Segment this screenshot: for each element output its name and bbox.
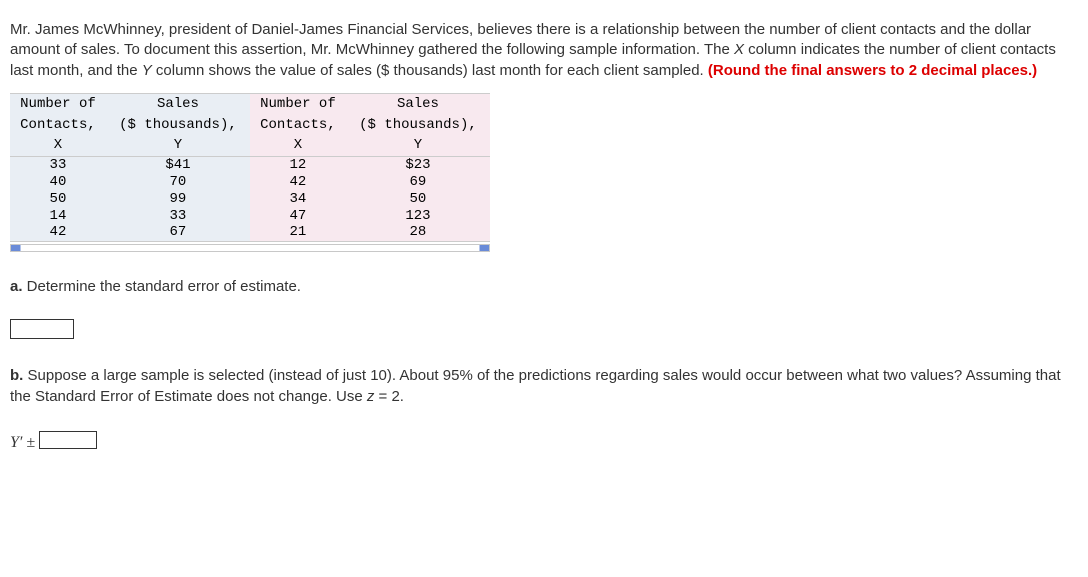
intro-text-c: column shows the value of sales ($ thous… xyxy=(152,62,708,79)
cell: 123 xyxy=(346,208,490,225)
table-row: 40 70 42 69 xyxy=(10,174,490,191)
cell: 33 xyxy=(10,157,106,174)
cell: 42 xyxy=(10,224,106,241)
cell: 50 xyxy=(10,191,106,208)
hdr-c2-l3: Y xyxy=(106,135,250,156)
part-a-text: Determine the standard error of estimate… xyxy=(23,278,301,295)
cell: 28 xyxy=(346,224,490,241)
table-scrollbar[interactable] xyxy=(10,244,490,252)
hdr-c1-l3: X xyxy=(10,135,106,156)
part-b-eq: = 2. xyxy=(374,388,404,405)
hdr-c4-l3: Y xyxy=(346,135,490,156)
table-row: 50 99 34 50 xyxy=(10,191,490,208)
hdr-c3-l3: X xyxy=(250,135,346,156)
cell: $23 xyxy=(346,157,490,174)
hdr-c3-l1: Number of xyxy=(250,94,346,115)
table-row: 33 $41 12 $23 xyxy=(10,157,490,174)
question-intro: Mr. James McWhinney, president of Daniel… xyxy=(10,20,1078,81)
cell: 99 xyxy=(106,191,250,208)
data-table: Number of Sales Number of Sales Contacts… xyxy=(10,94,490,241)
table-row: 14 33 47 123 xyxy=(10,208,490,225)
cell: 34 xyxy=(250,191,346,208)
hdr-c4-l1: Sales xyxy=(346,94,490,115)
hdr-c1-l1: Number of xyxy=(10,94,106,115)
hdr-c1-l2: Contacts, xyxy=(10,115,106,136)
hdr-c4-l2: ($ thousands), xyxy=(346,115,490,136)
part-a-label: a. xyxy=(10,278,23,295)
hdr-c2-l2: ($ thousands), xyxy=(106,115,250,136)
var-y: Y xyxy=(142,62,152,79)
table-row: 42 67 21 28 xyxy=(10,224,490,241)
cell: $41 xyxy=(106,157,250,174)
hdr-c2-l1: Sales xyxy=(106,94,250,115)
answer-input-a[interactable] xyxy=(10,319,74,339)
y-prime-label: Y′ ± xyxy=(10,434,39,451)
hdr-c3-l2: Contacts, xyxy=(250,115,346,136)
round-note: (Round the final answers to 2 decimal pl… xyxy=(708,62,1037,79)
part-a: a. Determine the standard error of estim… xyxy=(10,276,1078,297)
part-b-text: Suppose a large sample is selected (inst… xyxy=(10,367,1061,405)
cell: 40 xyxy=(10,174,106,191)
cell: 33 xyxy=(106,208,250,225)
part-b: b. Suppose a large sample is selected (i… xyxy=(10,365,1078,407)
var-x: X xyxy=(734,41,744,58)
cell: 14 xyxy=(10,208,106,225)
cell: 69 xyxy=(346,174,490,191)
cell: 67 xyxy=(106,224,250,241)
cell: 47 xyxy=(250,208,346,225)
cell: 42 xyxy=(250,174,346,191)
cell: 21 xyxy=(250,224,346,241)
cell: 12 xyxy=(250,157,346,174)
cell: 50 xyxy=(346,191,490,208)
part-b-label: b. xyxy=(10,367,23,384)
data-table-container: Number of Sales Number of Sales Contacts… xyxy=(10,93,490,242)
cell: 70 xyxy=(106,174,250,191)
answer-input-b[interactable] xyxy=(39,431,97,449)
